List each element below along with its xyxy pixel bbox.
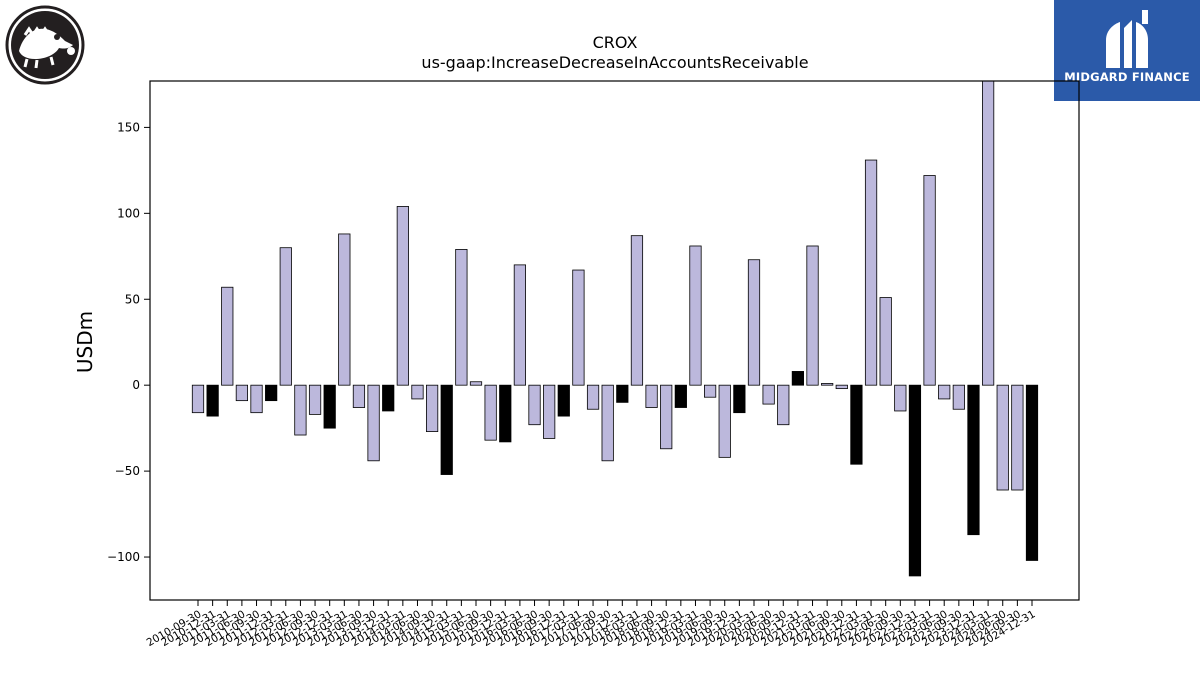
bar-2018-09-30 xyxy=(660,384,673,450)
chart-title: CROX xyxy=(593,33,638,52)
bar-2019-03-31 xyxy=(689,245,702,386)
bar-2022-03-31 xyxy=(864,159,878,386)
bar-2015-03-31 xyxy=(455,249,468,386)
bar-2018-06-30 xyxy=(645,384,658,408)
bar-2013-03-31 xyxy=(338,233,351,386)
bar-2024-03-31 xyxy=(982,80,995,386)
bar-2017-12-31 xyxy=(616,384,629,403)
bar-2020-06-30 xyxy=(762,384,775,405)
bar-2012-09-30 xyxy=(308,384,322,415)
bar-2021-03-31 xyxy=(806,245,819,386)
bar-2018-03-31 xyxy=(630,235,644,386)
y-tick-label: −50 xyxy=(115,464,140,478)
bar-2020-12-31 xyxy=(791,371,805,386)
bar-2019-06-30 xyxy=(704,384,717,398)
bar-2023-06-30 xyxy=(938,384,951,400)
chart-subtitle: us-gaap:IncreaseDecreaseInAccountsReceiv… xyxy=(421,53,808,72)
bar-2021-12-31 xyxy=(850,384,863,465)
bar-2013-09-30 xyxy=(367,384,380,462)
crocodile-logo-icon xyxy=(5,5,85,85)
bar-2020-09-30 xyxy=(777,384,790,426)
y-tick-label: 150 xyxy=(117,120,140,134)
bar-2017-09-30 xyxy=(601,384,614,462)
y-tick-label: 0 xyxy=(132,378,140,392)
bar-2024-12-31 xyxy=(1025,384,1039,561)
bar-2011-03-31 xyxy=(221,286,234,386)
bar-2019-12-31 xyxy=(733,384,746,414)
bar-2024-06-30 xyxy=(996,384,1009,491)
bar-2014-12-31 xyxy=(440,384,453,475)
y-tick-label: 100 xyxy=(117,206,140,220)
bar-2013-12-31 xyxy=(382,384,395,412)
bar-2016-09-30 xyxy=(543,384,556,439)
bars-group xyxy=(191,80,1039,577)
bar-2022-12-31 xyxy=(908,384,922,577)
y-tick-label: −100 xyxy=(107,550,140,564)
bar-2023-12-31 xyxy=(967,384,980,536)
bar-2011-12-31 xyxy=(265,384,278,402)
bar-2021-06-30 xyxy=(821,383,834,386)
bar-2012-06-30 xyxy=(294,384,307,436)
bar-2015-12-31 xyxy=(499,384,512,443)
y-axis-label: USDm xyxy=(73,311,97,373)
bar-2023-09-30 xyxy=(952,384,965,410)
bar-2014-09-30 xyxy=(425,384,439,432)
y-tick-label: 50 xyxy=(125,292,140,306)
bar-2011-09-30 xyxy=(250,384,263,414)
bar-2023-03-31 xyxy=(923,175,936,386)
bar-2016-12-31 xyxy=(557,384,570,417)
bar-2021-09-30 xyxy=(835,384,848,390)
bar-2016-06-30 xyxy=(528,384,541,426)
bar-2024-09-30 xyxy=(1011,384,1024,491)
plot-frame xyxy=(149,80,1080,601)
bar-2014-06-30 xyxy=(411,384,424,400)
x-axis: 2010-09-302010-12-312011-03-312011-06-30… xyxy=(145,600,1038,649)
midgard-finance-wordmark: MIDGARD FINANCE xyxy=(1064,70,1190,84)
bar-2017-06-30 xyxy=(586,384,600,410)
bar-2010-09-30 xyxy=(191,384,205,414)
bar-2020-03-31 xyxy=(747,259,761,386)
bar-2014-03-31 xyxy=(396,206,409,386)
bar-2012-12-31 xyxy=(323,384,336,429)
midgard-finance-logo-icon: MIDGARD FINANCE xyxy=(1054,0,1200,101)
bar-2018-12-31 xyxy=(674,384,687,408)
y-axis: −100 −50 0 50 100 150 xyxy=(107,120,150,564)
bar-2011-06-30 xyxy=(235,384,249,402)
bar-2012-03-31 xyxy=(279,247,292,386)
bar-2022-09-30 xyxy=(894,384,907,412)
bar-2013-06-30 xyxy=(352,384,366,408)
bar-2019-09-30 xyxy=(718,384,731,458)
bar-2010-12-31 xyxy=(206,384,219,417)
bar-2015-09-30 xyxy=(484,384,497,441)
bar-2022-06-30 xyxy=(879,297,892,386)
bar-2016-03-31 xyxy=(513,264,527,386)
bar-2017-03-31 xyxy=(572,269,585,386)
bar-2015-06-30 xyxy=(469,381,483,386)
